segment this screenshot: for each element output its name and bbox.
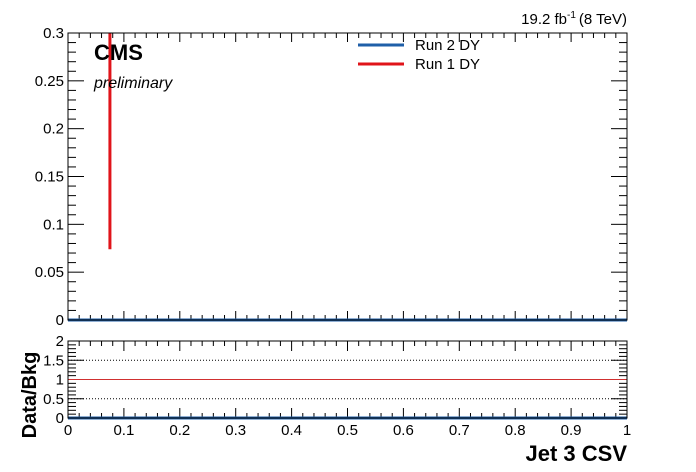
legend: Run 2 DY Run 1 DY [358,37,480,73]
ratio-y-tick-label: 0 [56,410,64,427]
main-y-tick-label: 0.15 [35,169,64,186]
lumi-prefix: 19.2 fb [521,11,567,28]
x-axis-label: Jet 3 CSV [526,441,628,466]
ratio-axis-ticks: 00.511.520 0.1 0.2 0.3 0.4 0.5 0.6 0.7 0.8 0.9 1 [43,333,631,439]
lumi-suffix: (8 TeV) [579,11,627,28]
ratio-plot-frame [67,340,628,419]
main-plot-frame [67,32,628,321]
ratio-x-tick-label: 0.7 [449,422,470,439]
ratio-x-tick-label: 0.8 [505,422,526,439]
main-y-tick-label: 0.1 [43,216,64,233]
main-y-tick-label: 0.3 [43,25,64,42]
main-axis-ticks: 0 0.05 0.1 0.15 0.2 0.25 0.3 [35,25,628,329]
ratio-x-tick-label: 0.3 [225,422,246,439]
cms-label: CMS [94,40,143,65]
ratio-y-tick-label: 1.5 [43,352,64,369]
ratio-x-tick-label: 0.4 [281,422,302,439]
ratio-x-tick-label: 0.9 [561,422,582,439]
lumi-label: 19.2 fb-1 (8 TeV) [521,10,627,28]
main-y-tick-label: 0 [56,312,64,329]
ratio-x-tick-label: 0.5 [337,422,358,439]
ratio-x-tick-label: 0.1 [113,422,134,439]
main-y-tick-label: 0.05 [35,264,64,281]
main-y-tick-label: 0.25 [35,73,64,90]
ratio-x-tick-label: 0.6 [393,422,414,439]
ratio-x-tick-label: 0.2 [169,422,190,439]
ratio-y-axis-label: Data/Bkg [19,352,41,439]
lumi-exponent: -1 [567,10,576,21]
ratio-x-tick-label: 1 [623,422,631,439]
preliminary-label: preliminary [93,75,173,92]
main-y-tick-label: 0.2 [43,121,64,138]
legend-run1-dy-label: Run 1 DY [415,56,480,73]
ratio-y-tick-label: 0.5 [43,391,64,408]
ratio-y-tick-label: 1 [56,372,64,389]
ratio-y-tick-label: 2 [56,333,64,350]
legend-run2-dy-label: Run 2 DY [415,37,480,54]
ratio-x-tick-label: 0 [64,422,72,439]
